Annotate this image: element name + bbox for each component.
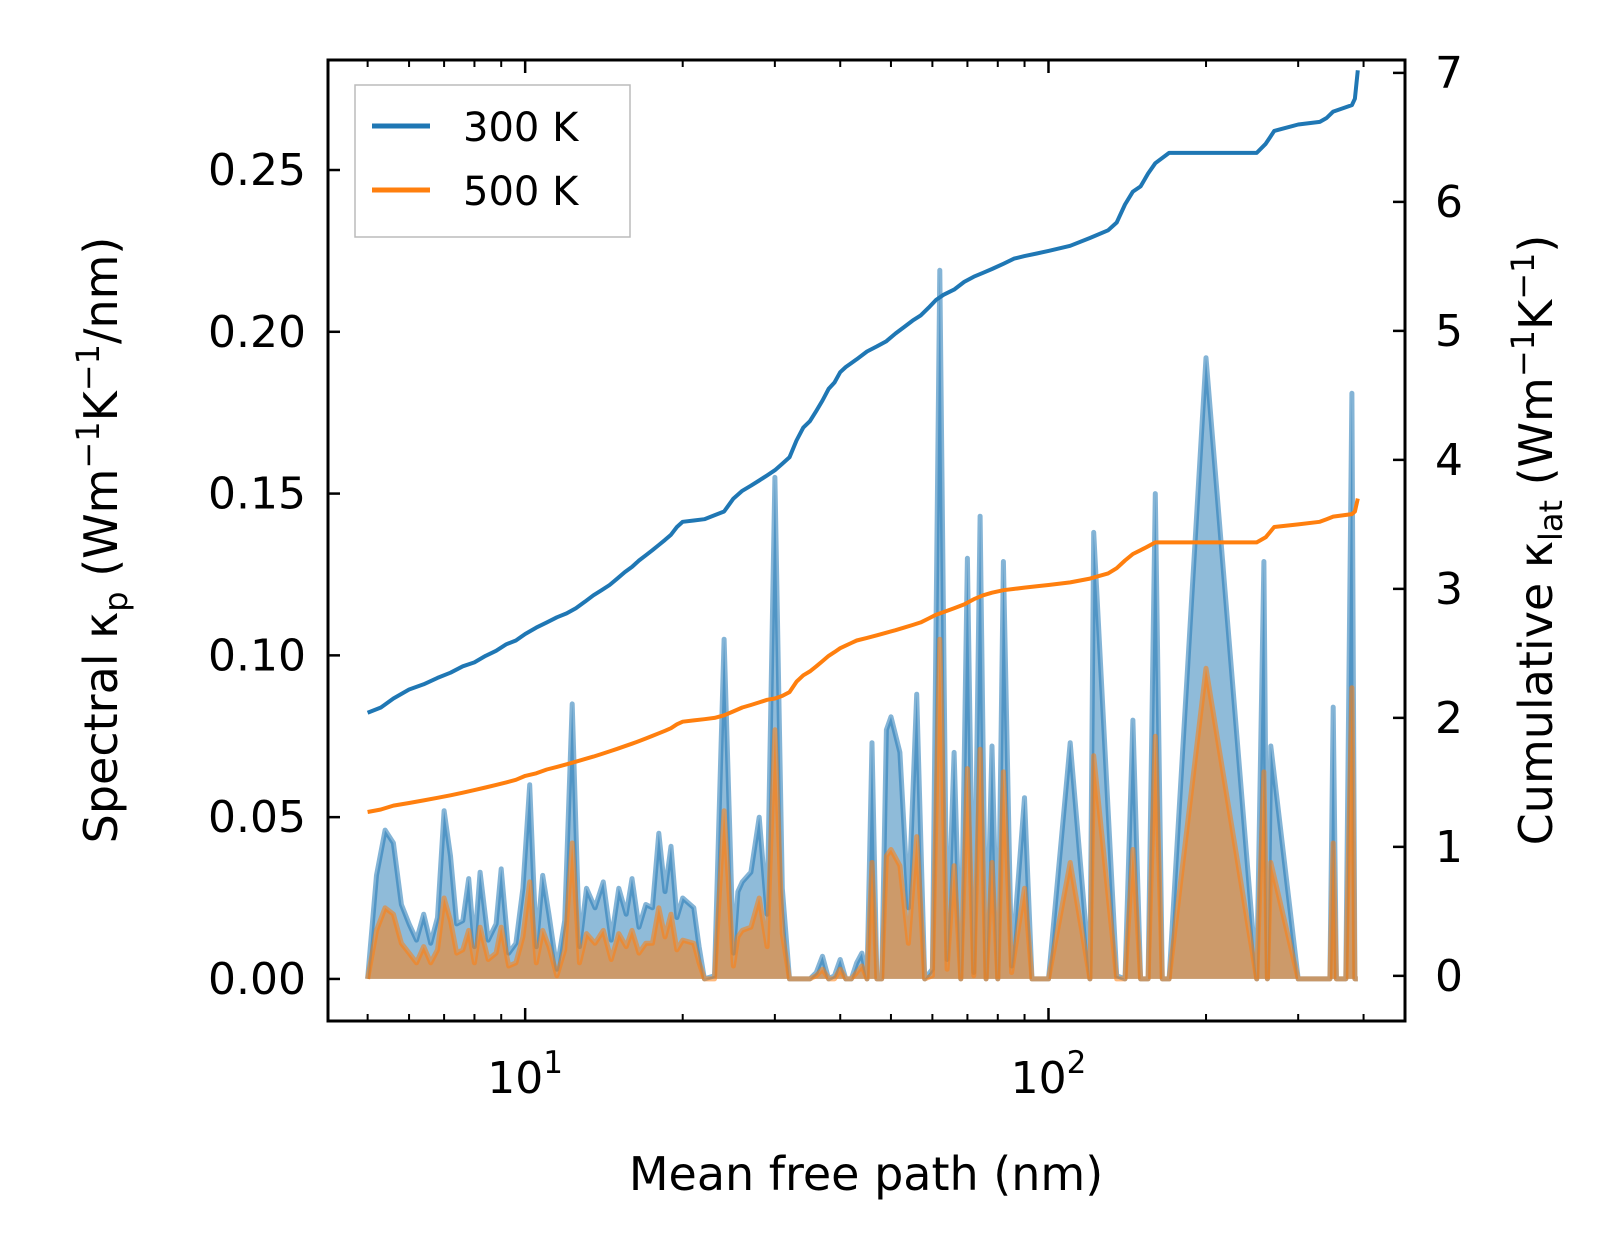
- cumulative-line-300k: [366, 70, 1360, 715]
- spectral-fills: [365, 267, 1358, 982]
- y-right-tick-label: 3: [1435, 564, 1463, 615]
- x-tick-label: 101: [487, 1045, 563, 1104]
- y-left-tick-label: 0.00: [208, 954, 306, 1005]
- y-left-tick-label: 0.05: [208, 792, 306, 843]
- legend-box: [354, 84, 631, 238]
- y-right-tick-label: 2: [1435, 693, 1463, 744]
- legend: 300 K 500 K: [354, 84, 631, 238]
- y-left-tick-label: 0.10: [208, 630, 306, 681]
- legend-label-500k: 500 K: [463, 169, 580, 215]
- plot-frame: [326, 58, 1407, 1023]
- y-left-tick-label: 0.25: [208, 145, 306, 196]
- data-lines: [366, 70, 1360, 814]
- y-right-tick-label: 1: [1435, 822, 1463, 873]
- spectral-line-500k: [365, 636, 1358, 982]
- axis-ticks: 0.00 0.05 0.10 0.15 0.20 0.25 0 1 2 3 4 5 6 7 101 102: [208, 48, 1463, 1104]
- y-right-tick-label: 7: [1435, 48, 1463, 99]
- y-right-tick-label: 0: [1435, 951, 1463, 1002]
- y-right-tick-label: 6: [1435, 177, 1463, 228]
- y-right-tick-label: 5: [1435, 306, 1463, 357]
- y-axis-right-title: Cumulative κlat (Wm−1K−1): [1504, 235, 1570, 846]
- y-left-tick-label: 0.15: [208, 469, 306, 520]
- cumulative-line-500k: [367, 498, 1360, 814]
- y-axis-left-title: Spectral κp (Wm−1K−1/nm): [69, 237, 135, 844]
- y-right-tick-label: 4: [1435, 435, 1463, 486]
- x-tick-label: 102: [1011, 1045, 1087, 1104]
- legend-label-300k: 300 K: [463, 105, 580, 151]
- x-axis-title: Mean free path (nm): [629, 1147, 1103, 1201]
- y-left-tick-label: 0.20: [208, 307, 306, 358]
